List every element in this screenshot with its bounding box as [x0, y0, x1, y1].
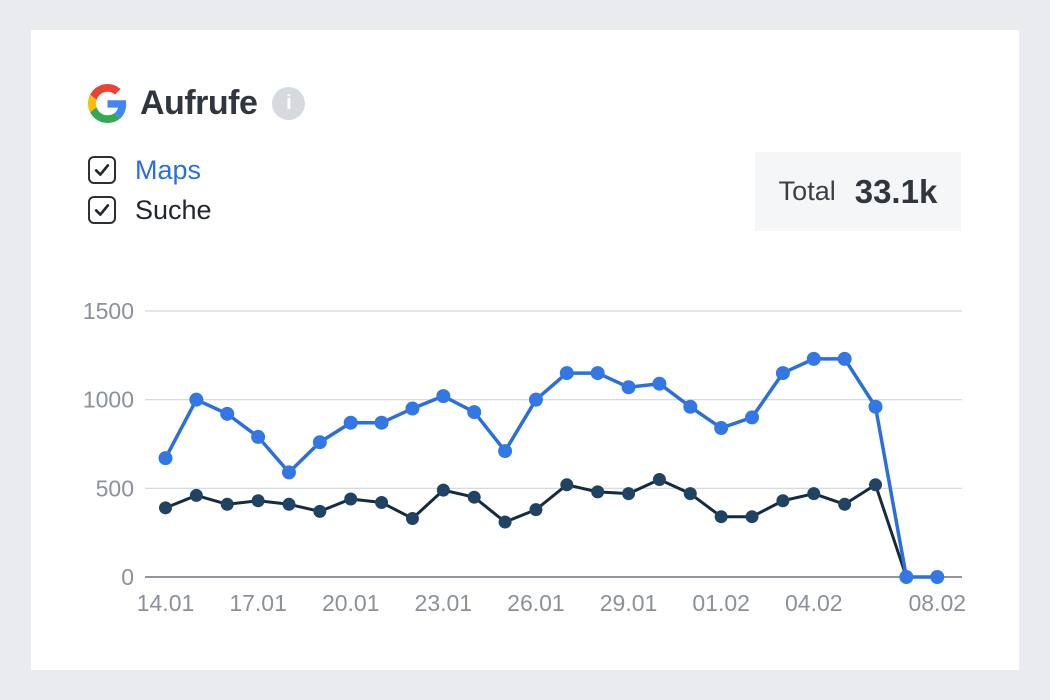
x-tick-label: 26.01 — [507, 590, 565, 616]
maps-point[interactable] — [837, 351, 852, 366]
maps-point[interactable] — [868, 399, 883, 414]
x-tick-label: 17.01 — [229, 590, 287, 616]
maps-point[interactable] — [189, 392, 204, 407]
maps-point[interactable] — [467, 405, 482, 420]
suche-point[interactable] — [745, 510, 759, 524]
maps-point[interactable] — [374, 415, 389, 430]
x-tick-label: 04.02 — [785, 590, 843, 616]
maps-point[interactable] — [714, 421, 729, 436]
maps-point[interactable] — [745, 410, 760, 425]
legend-row-maps: Maps — [88, 155, 212, 185]
info-icon[interactable]: i — [272, 86, 306, 120]
total-value: 33.1k — [854, 172, 938, 210]
suche-point[interactable] — [251, 494, 265, 508]
suche-point[interactable] — [498, 515, 512, 529]
suche-point[interactable] — [807, 487, 821, 501]
suche-point[interactable] — [529, 503, 543, 517]
suche-point[interactable] — [652, 472, 666, 486]
suche-point[interactable] — [313, 504, 327, 518]
info-icon-glyph: i — [286, 91, 292, 114]
suche-point[interactable] — [405, 511, 419, 525]
maps-point[interactable] — [590, 366, 605, 381]
maps-point[interactable] — [158, 451, 173, 466]
x-tick-label: 20.01 — [322, 590, 380, 616]
y-tick-label: 500 — [96, 475, 134, 501]
maps-point[interactable] — [621, 380, 636, 395]
checkmark-icon — [94, 204, 110, 216]
suche-point[interactable] — [683, 487, 697, 501]
suche-point[interactable] — [467, 490, 481, 504]
suche-checkbox[interactable] — [88, 196, 116, 224]
maps-point[interactable] — [220, 406, 235, 421]
maps-point[interactable] — [436, 389, 451, 404]
maps-point[interactable] — [775, 366, 790, 381]
google-logo-icon — [88, 83, 127, 123]
x-tick-label: 14.01 — [137, 590, 195, 616]
y-tick-label: 1000 — [83, 387, 134, 413]
maps-point[interactable] — [281, 465, 296, 480]
y-tick-label: 0 — [121, 564, 134, 590]
maps-point[interactable] — [343, 415, 358, 430]
maps-point[interactable] — [498, 444, 513, 459]
suche-point[interactable] — [869, 478, 883, 492]
x-tick-label: 01.02 — [692, 590, 750, 616]
y-tick-label: 1500 — [83, 298, 134, 324]
x-tick-label: 08.02 — [908, 590, 966, 616]
suche-point[interactable] — [622, 487, 636, 501]
x-tick-label: 23.01 — [415, 590, 473, 616]
suche-point[interactable] — [159, 501, 172, 515]
maps-point[interactable] — [930, 570, 945, 584]
maps-label[interactable]: Maps — [135, 154, 202, 185]
checkmark-icon — [94, 164, 110, 176]
maps-checkbox[interactable] — [88, 156, 116, 184]
maps-point[interactable] — [405, 401, 420, 416]
maps-point[interactable] — [683, 399, 698, 414]
total-label: Total — [778, 176, 836, 206]
suche-point[interactable] — [282, 497, 296, 511]
x-tick-label: 29.01 — [600, 590, 658, 616]
line-chart: 0 500 1000 1500 14.01 17.01 20.01 23.01 26.01 29.… — [83, 298, 966, 616]
suche-point[interactable] — [220, 497, 234, 511]
suche-point[interactable] — [189, 488, 203, 502]
maps-point[interactable] — [899, 570, 914, 584]
suche-point[interactable] — [776, 494, 790, 508]
suche-point[interactable] — [436, 483, 450, 497]
maps-point[interactable] — [652, 376, 667, 391]
suche-point[interactable] — [344, 492, 358, 506]
maps-point[interactable] — [806, 351, 821, 366]
suche-point[interactable] — [591, 485, 605, 499]
total-summary: Total 33.1k — [755, 152, 961, 231]
suche-line — [164, 477, 939, 579]
maps-line — [163, 357, 939, 579]
page-title: Aufrufe — [140, 84, 258, 122]
card-header: Aufrufe i — [88, 82, 306, 124]
maps-point[interactable] — [251, 429, 266, 444]
suche-point[interactable] — [375, 496, 389, 510]
series-legend: Maps Suche — [88, 155, 212, 235]
suche-point[interactable] — [560, 478, 574, 492]
maps-point[interactable] — [528, 392, 543, 407]
stats-card: Aufrufe i Maps Suche Total 33.1k 0 500 1 — [31, 30, 1019, 670]
maps-point[interactable] — [559, 366, 574, 381]
legend-row-suche: Suche — [88, 195, 212, 225]
suche-point[interactable] — [838, 497, 852, 511]
suche-point[interactable] — [714, 510, 728, 524]
maps-point[interactable] — [312, 435, 327, 450]
suche-label[interactable]: Suche — [135, 194, 212, 225]
